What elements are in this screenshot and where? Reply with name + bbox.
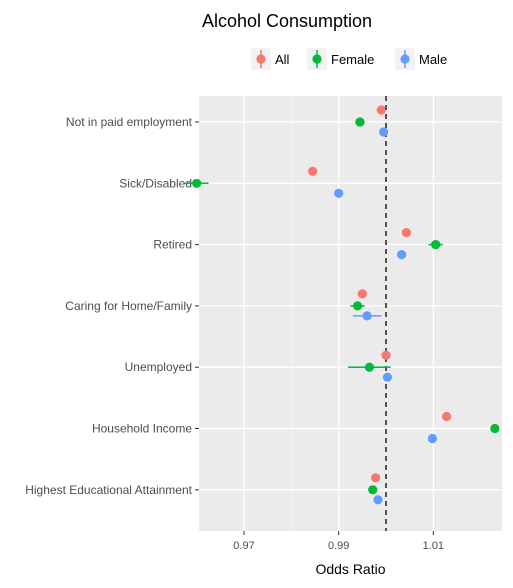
y-tick-label: Caring for Home/Family	[65, 299, 192, 313]
data-point	[490, 423, 500, 434]
data-point	[382, 372, 393, 382]
data-point	[362, 311, 372, 321]
legend-key-point	[312, 54, 322, 64]
data-point	[355, 117, 365, 127]
axis-ticks: 0.97 0.99 1.01 Not in paid employment Sick/D…	[25, 115, 444, 552]
x-tick-label: 0.99	[328, 540, 349, 552]
data-point	[368, 485, 378, 495]
data-point	[192, 178, 202, 188]
y-tick-label: Highest Educational Attainment	[25, 483, 192, 497]
x-tick-label: 1.01	[423, 540, 444, 552]
data-point	[308, 166, 318, 176]
data-point	[353, 301, 363, 311]
legend-key-point	[400, 54, 410, 64]
y-tick-label: Retired	[153, 238, 192, 252]
legend-key-point	[256, 54, 266, 64]
data-point	[370, 473, 381, 483]
data-point	[397, 250, 407, 260]
data-marks	[184, 105, 500, 505]
data-point	[401, 228, 411, 238]
legend: All Female Male	[251, 48, 447, 70]
legend-label: All	[275, 52, 290, 67]
y-tick-label: Household Income	[92, 422, 192, 436]
x-tick-label: 0.97	[233, 540, 254, 552]
plot-panel	[199, 96, 502, 531]
y-tick-label: Not in paid employment	[66, 115, 193, 129]
data-point	[357, 289, 367, 299]
legend-label: Female	[331, 52, 374, 67]
y-tick-label: Sick/Disabled	[119, 176, 192, 190]
x-axis-label: Odds Ratio	[315, 561, 385, 577]
data-point	[364, 362, 375, 372]
data-point	[381, 350, 391, 360]
data-point	[431, 240, 441, 250]
data-point	[376, 105, 386, 115]
data-point	[334, 188, 344, 198]
data-point	[373, 495, 383, 505]
chart-title: Alcohol Consumption	[202, 11, 372, 31]
data-point	[442, 411, 452, 422]
y-tick-label: Unemployed	[125, 360, 192, 374]
legend-label: Male	[419, 52, 447, 67]
data-point	[379, 127, 389, 137]
data-point	[427, 433, 438, 444]
